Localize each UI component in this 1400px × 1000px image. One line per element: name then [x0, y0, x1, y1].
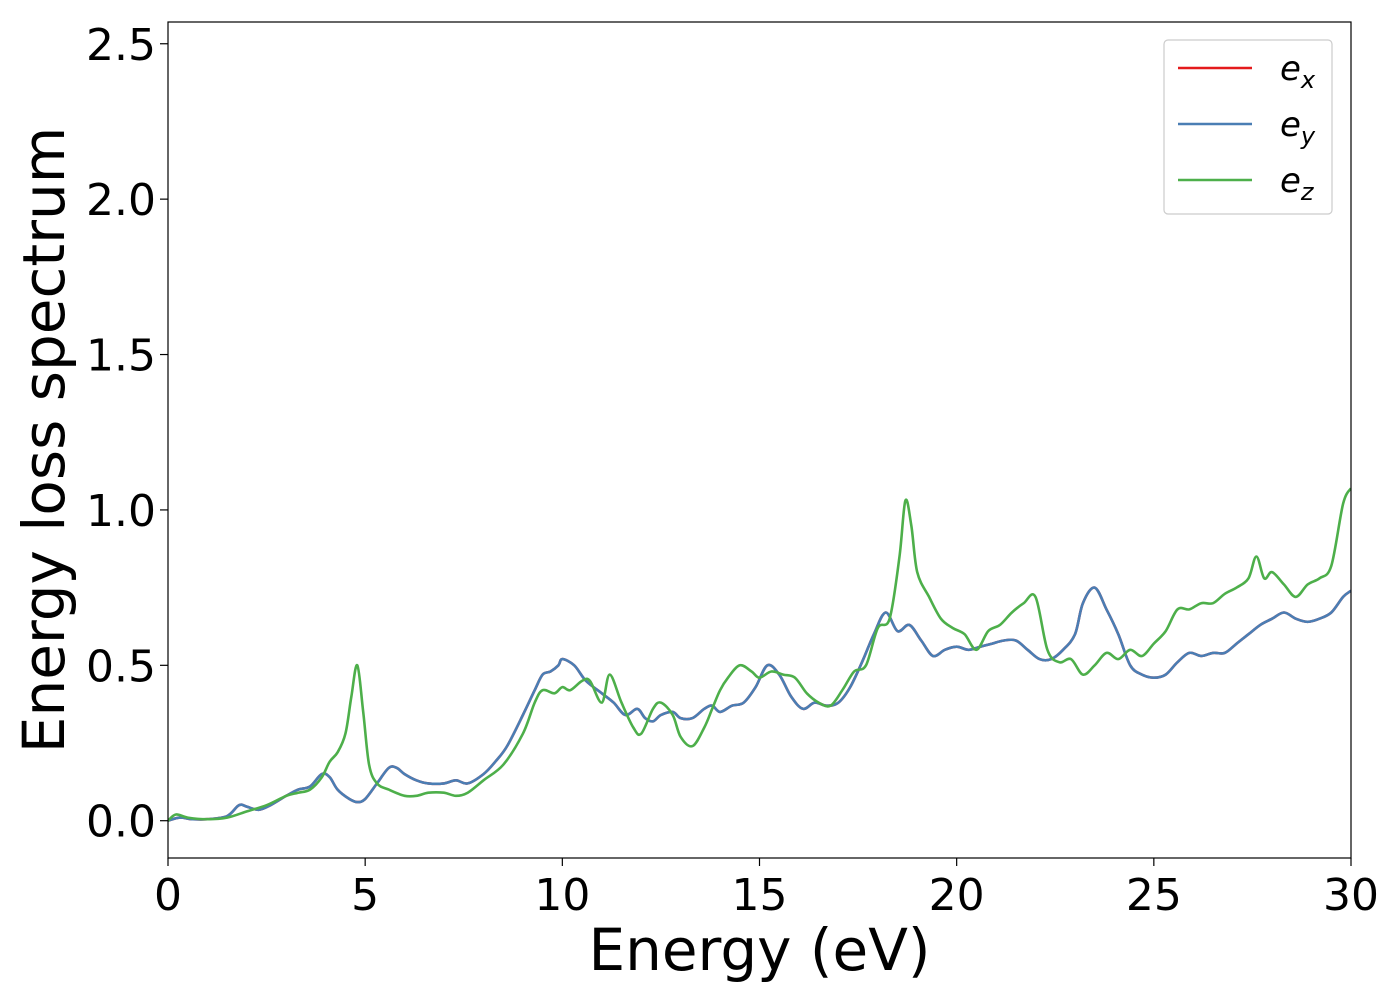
y-tick-label: 2.5 [86, 20, 156, 71]
y-tick-label: 2.0 [86, 175, 156, 226]
legend-label-y: ey [1280, 105, 1316, 150]
series-layer [168, 487, 1351, 822]
y-tick-label: 1.0 [86, 486, 156, 537]
x-tick-label: 25 [1126, 870, 1182, 921]
legend: ex ey ez [1163, 39, 1333, 215]
x-axis-label: Energy (eV) [588, 916, 930, 984]
legend-box [1163, 39, 1333, 215]
x-tick-label: 10 [534, 870, 590, 921]
series-line-z [168, 487, 1351, 822]
x-axis-ticks: 0 5 10 15 20 25 30 [154, 858, 1379, 921]
x-tick-label: 0 [154, 870, 182, 921]
legend-label-z: ez [1280, 161, 1315, 206]
y-tick-label: 0.5 [86, 641, 156, 692]
y-tick-label: 1.5 [86, 331, 156, 382]
x-tick-label: 5 [351, 870, 379, 921]
y-tick-label: 0.0 [86, 797, 156, 848]
x-tick-label: 30 [1323, 870, 1379, 921]
x-tick-label: 20 [929, 870, 985, 921]
y-axis-label: Energy loss spectrum [10, 127, 78, 753]
plot-frame [167, 21, 1352, 859]
series-line-x [168, 586, 1351, 822]
x-tick-label: 15 [732, 870, 788, 921]
legend-label-x: ex [1280, 49, 1316, 94]
y-axis-ticks: 0.0 0.5 1.0 1.5 2.0 2.5 [86, 20, 168, 848]
series-line-y [168, 586, 1351, 822]
